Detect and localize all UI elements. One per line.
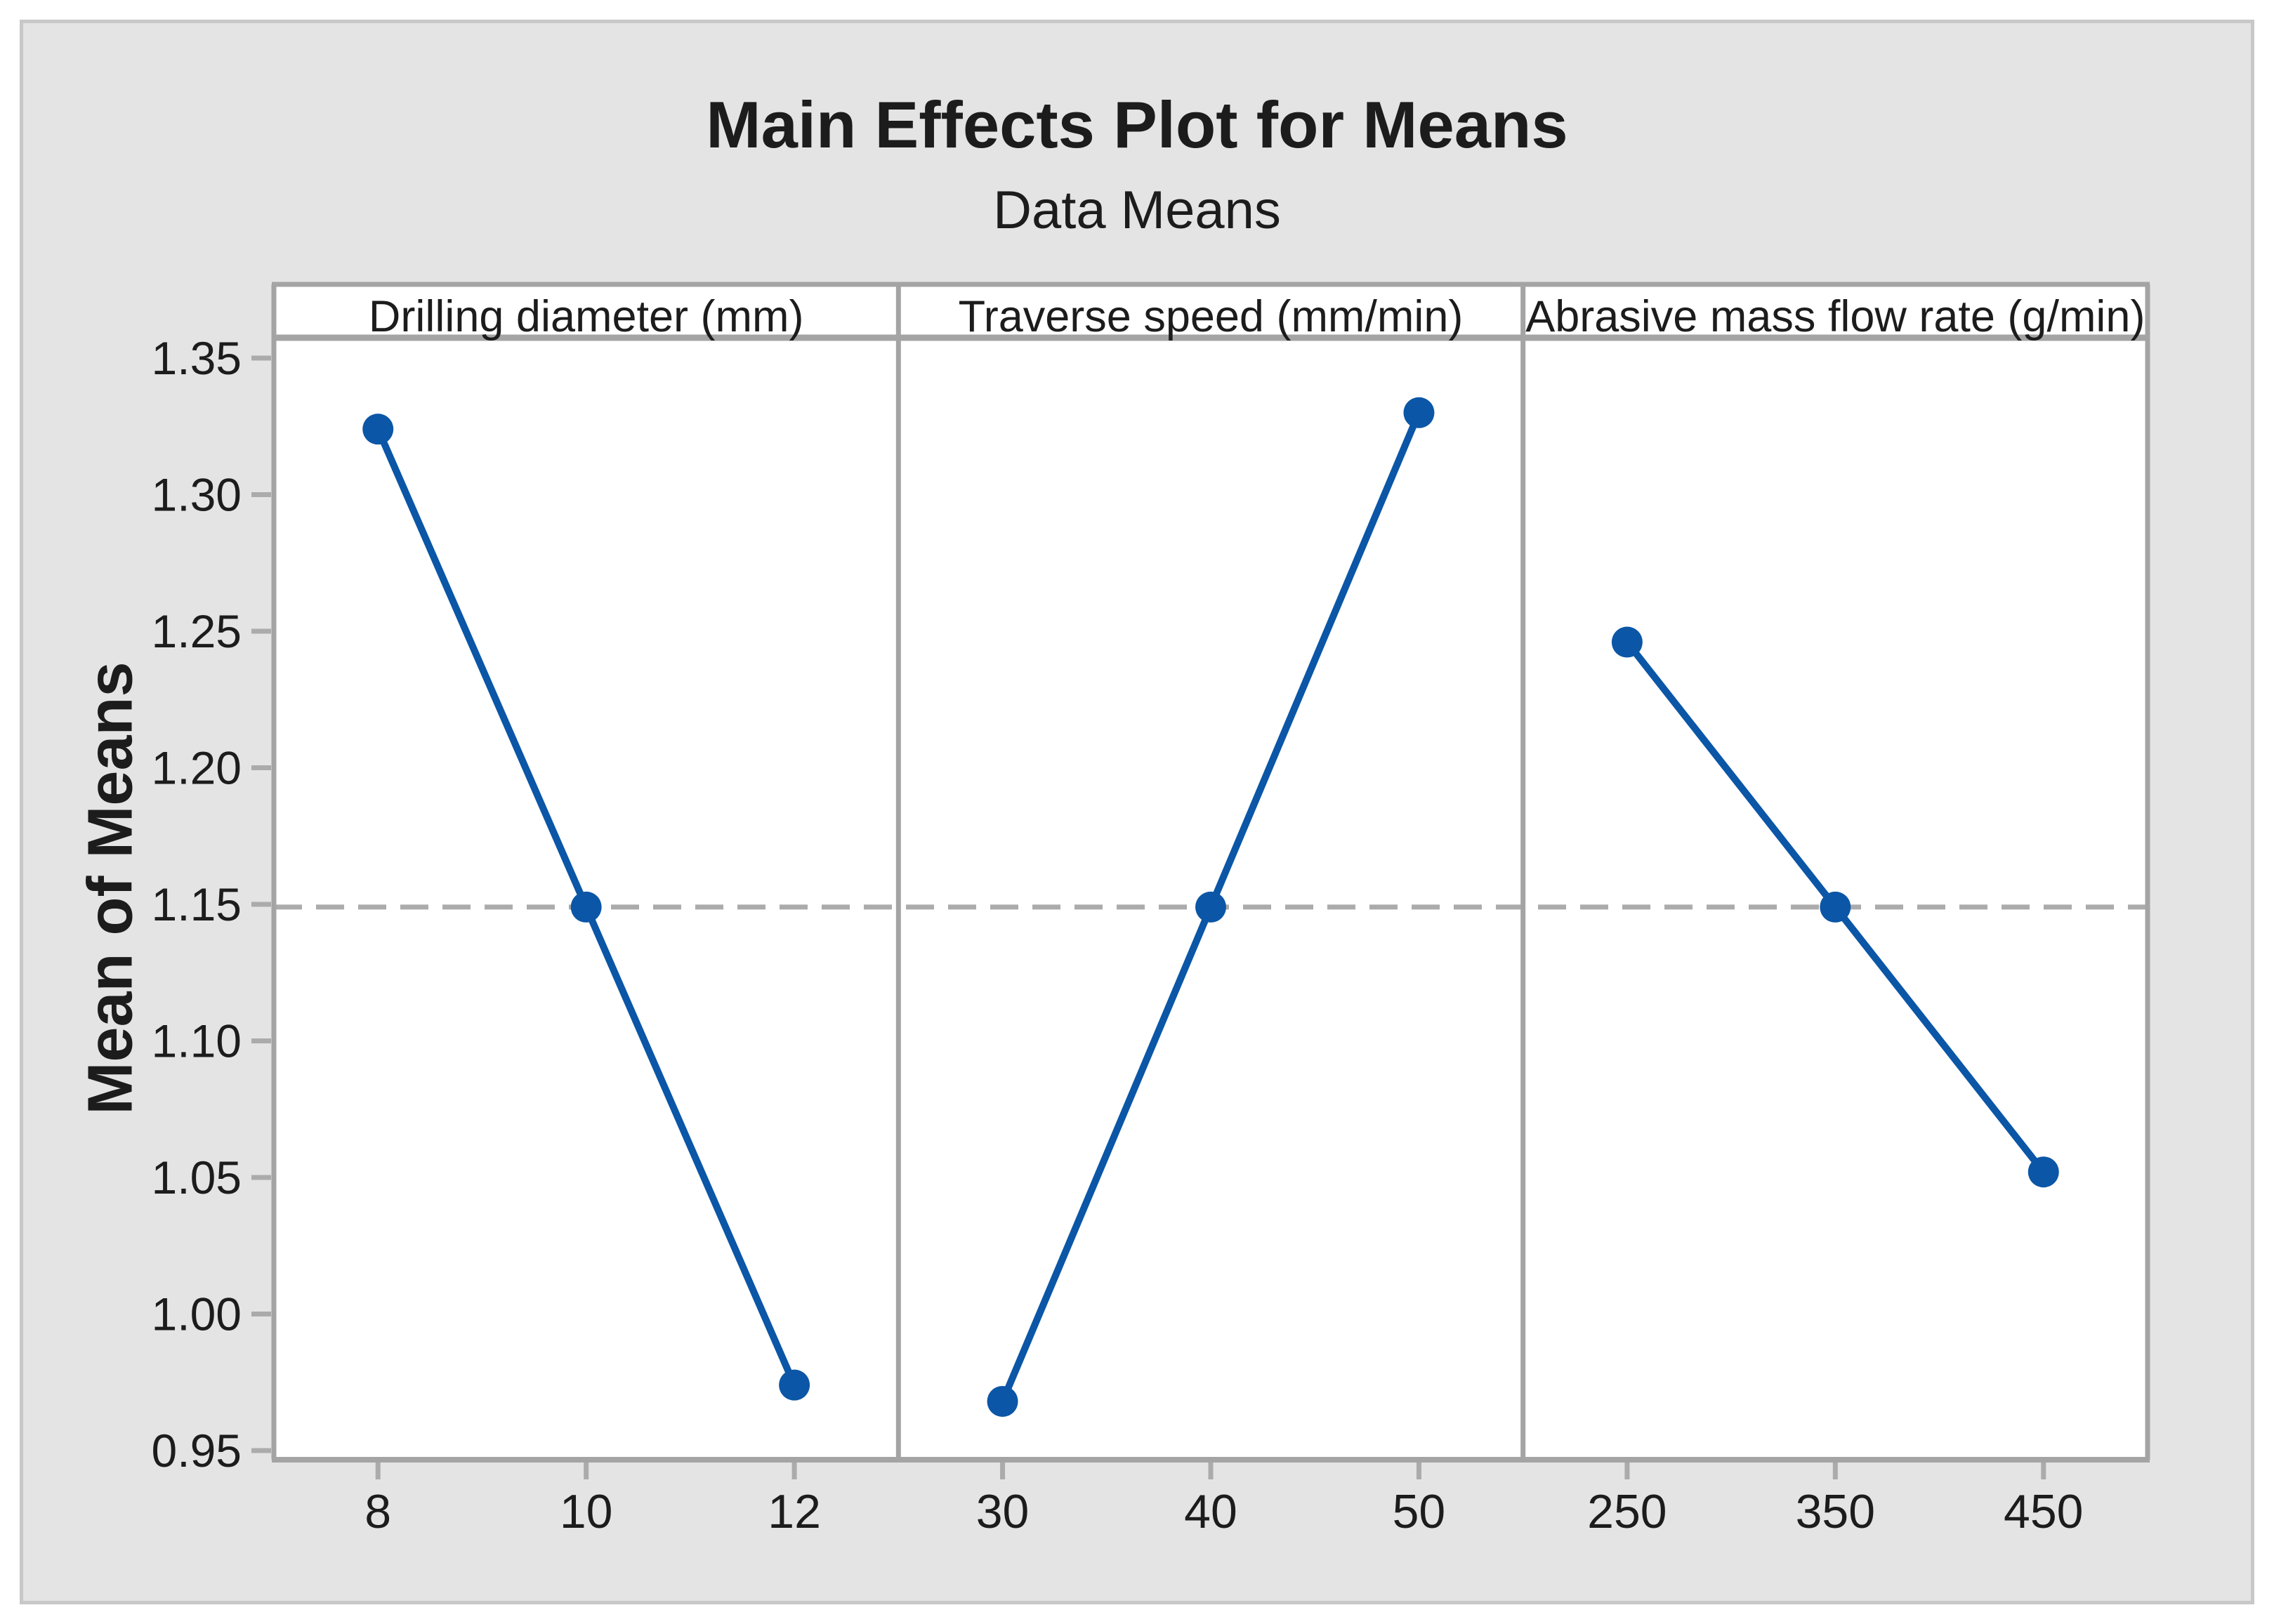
data-point-marker <box>570 891 602 923</box>
data-point-marker <box>362 414 394 445</box>
data-point-marker <box>1403 397 1435 428</box>
data-point-marker <box>2027 1156 2059 1188</box>
chart-title: Main Effects Plot for Means <box>706 88 1568 161</box>
y-tick-label: 1.25 <box>152 605 242 657</box>
x-tick-label: 12 <box>768 1485 821 1538</box>
y-tick-label: 1.30 <box>152 469 242 521</box>
y-tick-label: 1.10 <box>152 1015 242 1067</box>
data-point-marker <box>1195 891 1226 923</box>
y-tick-label: 1.00 <box>152 1288 242 1340</box>
x-tick-label: 30 <box>976 1485 1030 1538</box>
y-tick-label: 1.15 <box>152 878 242 930</box>
y-tick-label: 1.05 <box>152 1151 242 1203</box>
x-tick-label: 50 <box>1393 1485 1446 1538</box>
x-tick-label: 8 <box>364 1485 391 1538</box>
y-tick-label: 1.35 <box>152 332 242 384</box>
data-point-marker <box>1611 626 1643 658</box>
y-tick-label: 1.20 <box>152 742 242 794</box>
x-tick-label: 250 <box>1587 1485 1667 1538</box>
panel-header-label: Traverse speed (mm/min) <box>959 292 1464 341</box>
panel-header-label: Abrasive mass flow rate (g/min) <box>1525 292 2145 341</box>
chart-subtitle: Data Means <box>993 180 1281 240</box>
panel-header-label: Drilling diameter (mm) <box>369 292 804 341</box>
x-tick-label: 350 <box>1796 1485 1875 1538</box>
x-tick-label: 40 <box>1184 1485 1237 1538</box>
data-point-marker <box>1820 891 1851 923</box>
x-tick-label: 450 <box>2004 1485 2083 1538</box>
y-tick-label: 0.95 <box>152 1425 242 1477</box>
x-tick-label: 10 <box>560 1485 613 1538</box>
data-point-marker <box>987 1385 1018 1417</box>
data-point-marker <box>779 1369 810 1401</box>
panel-header-band <box>274 284 2148 338</box>
